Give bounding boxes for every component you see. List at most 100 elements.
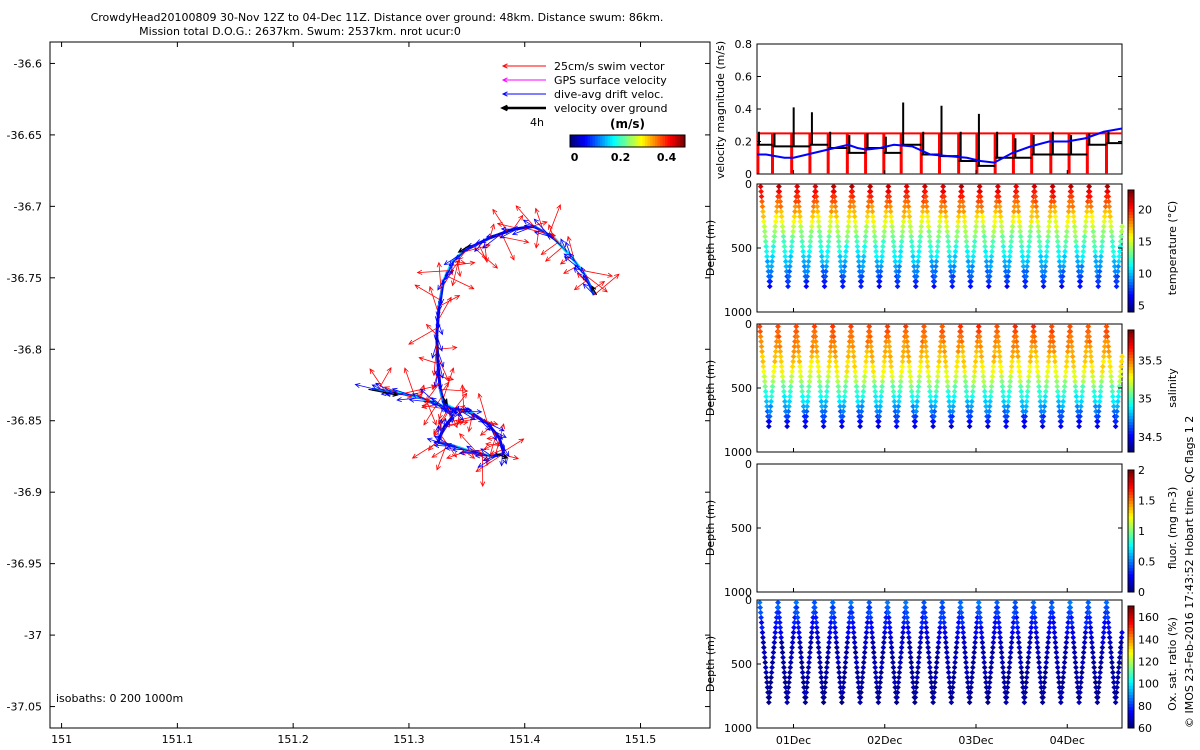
drift-vector <box>450 260 454 275</box>
drift-vector <box>477 454 499 468</box>
drift-vector-head <box>564 241 570 248</box>
oxygen-colorbar-cell <box>1128 718 1134 723</box>
map-ytick-label: -36.65 <box>7 129 42 142</box>
colorbar-cell <box>602 135 606 147</box>
map-panel: 151 151.1 151.2 151.3 151.4 151.5 -36.6 -36.65 -… <box>7 41 711 746</box>
oxygen-colorbar-cell <box>1128 627 1134 631</box>
temperature-point <box>854 243 861 250</box>
swim-vector-head <box>414 284 421 290</box>
salinity-colorbar-cell <box>1128 433 1134 438</box>
temperature-colorbar-cell <box>1128 220 1134 225</box>
drift-vector <box>372 384 385 392</box>
drift-vector-head <box>449 269 455 275</box>
oxygen-colorbar-cell <box>1128 630 1134 634</box>
swim-vector-head <box>459 433 465 439</box>
drift-vector <box>450 408 469 420</box>
temperature-point <box>757 183 764 190</box>
map-ytick-label: -37.05 <box>7 701 42 714</box>
swim-vector <box>486 443 502 447</box>
oxygen-colorbar-tick-label: 160 <box>1138 611 1159 624</box>
fluor-colorbar-cell <box>1128 531 1134 535</box>
drift-vector <box>431 397 447 410</box>
colorbar-cell <box>590 135 593 147</box>
temperature-point <box>797 213 803 220</box>
map-ground-vectors <box>368 244 598 459</box>
temperature-point <box>808 228 815 235</box>
swim-vector <box>541 242 559 255</box>
drift-vector-head <box>437 384 443 391</box>
temperature-point <box>813 193 820 200</box>
drift-vector-head <box>439 361 445 368</box>
temperature-ylabel: Depth (m) <box>704 220 717 276</box>
temperature-colorbar-cell <box>1128 193 1134 197</box>
salinity-colorbar-cell <box>1128 418 1134 422</box>
drift-vector <box>392 388 415 397</box>
colorbar-cell <box>650 135 653 147</box>
temperature-point <box>789 233 796 240</box>
velocity-panel: 0 0.2 0.4 0.6 0.8 velocity magnitude (m/s) <box>714 38 1123 181</box>
oxygen-colorbar-cell <box>1128 648 1134 653</box>
temperature-point <box>843 243 850 250</box>
temperature-point <box>925 218 931 225</box>
swim-vector-head <box>462 420 469 426</box>
temperature-point <box>788 248 795 255</box>
drift-vector-head <box>580 266 586 273</box>
temperature-point <box>903 183 910 190</box>
fluor-colorbar-cell <box>1128 473 1134 477</box>
swim-vector <box>475 453 505 472</box>
temperature-point <box>817 238 824 245</box>
temperature-point <box>942 203 948 210</box>
swim-vector-head <box>489 450 496 456</box>
salinity-colorbar-cell <box>1128 366 1134 371</box>
drift-vector <box>493 430 507 438</box>
drift-vector <box>441 418 447 432</box>
temperature-colorbar-cell <box>1128 281 1134 286</box>
temperature-point <box>881 228 888 235</box>
temperature-point <box>886 188 892 195</box>
salinity-colorbar-cell <box>1128 387 1134 392</box>
colorbar-cell <box>580 135 583 147</box>
drift-vector-head <box>371 384 378 390</box>
drift-vector-head <box>454 405 460 412</box>
drift-vector-head <box>501 433 507 438</box>
temperature-colorbar-cell <box>1128 272 1134 276</box>
temperature-point <box>797 223 804 230</box>
temperature-point <box>844 233 851 240</box>
ground-vector <box>458 244 471 253</box>
temperature-point <box>776 183 782 190</box>
temperature-point <box>798 233 805 240</box>
salinity-colorbar-cell <box>1128 430 1134 435</box>
colorbar-cell <box>652 135 656 147</box>
temperature-point <box>781 238 787 245</box>
salinity-colorbar-tick-label: 35 <box>1138 393 1152 406</box>
temperature-point <box>780 228 786 235</box>
temperature-colorbar-cell <box>1128 238 1134 243</box>
swim-vector-head <box>518 214 524 221</box>
swim-vector-head <box>613 273 620 279</box>
temperature-point <box>836 248 843 255</box>
fluor-colorbar-cell <box>1128 534 1134 538</box>
drift-vector <box>375 382 392 392</box>
drift-vector <box>564 253 575 262</box>
drift-vector-head <box>435 425 441 431</box>
drift-vector-head <box>439 372 445 379</box>
swim-vector-head <box>490 223 496 230</box>
temperature-point <box>856 263 863 270</box>
drift-vector-head <box>504 451 510 457</box>
swim-vector <box>593 273 620 296</box>
temperature-point <box>841 268 847 275</box>
drift-vector <box>433 441 447 445</box>
temperature-point <box>887 203 894 210</box>
oxygen-colorbar-cell <box>1128 618 1134 622</box>
legend-4h-label: 4h <box>530 116 544 129</box>
swim-vector-head <box>369 368 375 375</box>
drift-vector-head <box>426 437 433 443</box>
swim-vector <box>437 356 450 382</box>
swim-vector <box>437 297 452 321</box>
temperature-point <box>908 238 915 245</box>
swim-vector <box>423 396 443 426</box>
swim-vector-head <box>446 296 452 303</box>
fluor-colorbar-tick-label: 2 <box>1138 464 1145 477</box>
fluor-colorbar-tick-label: 0.5 <box>1138 556 1156 569</box>
temperature-point <box>771 228 778 235</box>
